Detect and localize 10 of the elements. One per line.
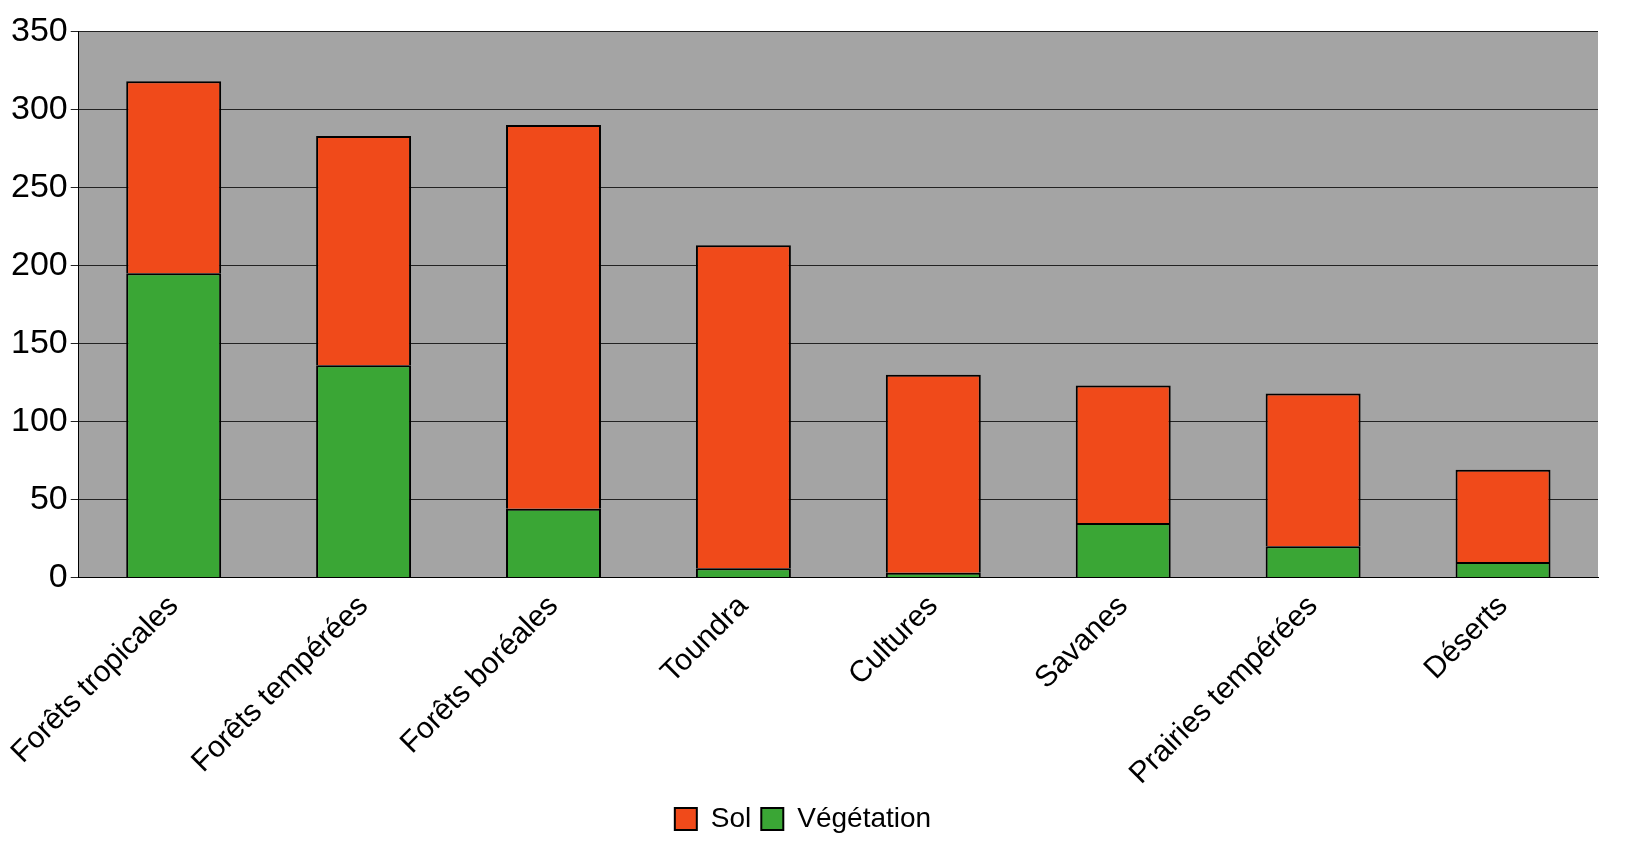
- y-tick-label: 350: [10, 9, 68, 48]
- y-tick-label: 150: [10, 321, 68, 360]
- y-tick-label: 250: [10, 165, 68, 204]
- y-tick-label: 200: [10, 243, 68, 282]
- legend-label: Sol: [710, 801, 752, 833]
- y-tick-label: 0: [48, 555, 68, 594]
- y-tick-label: 50: [29, 477, 68, 516]
- y-tick-label: 300: [10, 87, 68, 126]
- y-tick-label: 100: [10, 399, 68, 438]
- legend-label: Végétation: [797, 801, 932, 833]
